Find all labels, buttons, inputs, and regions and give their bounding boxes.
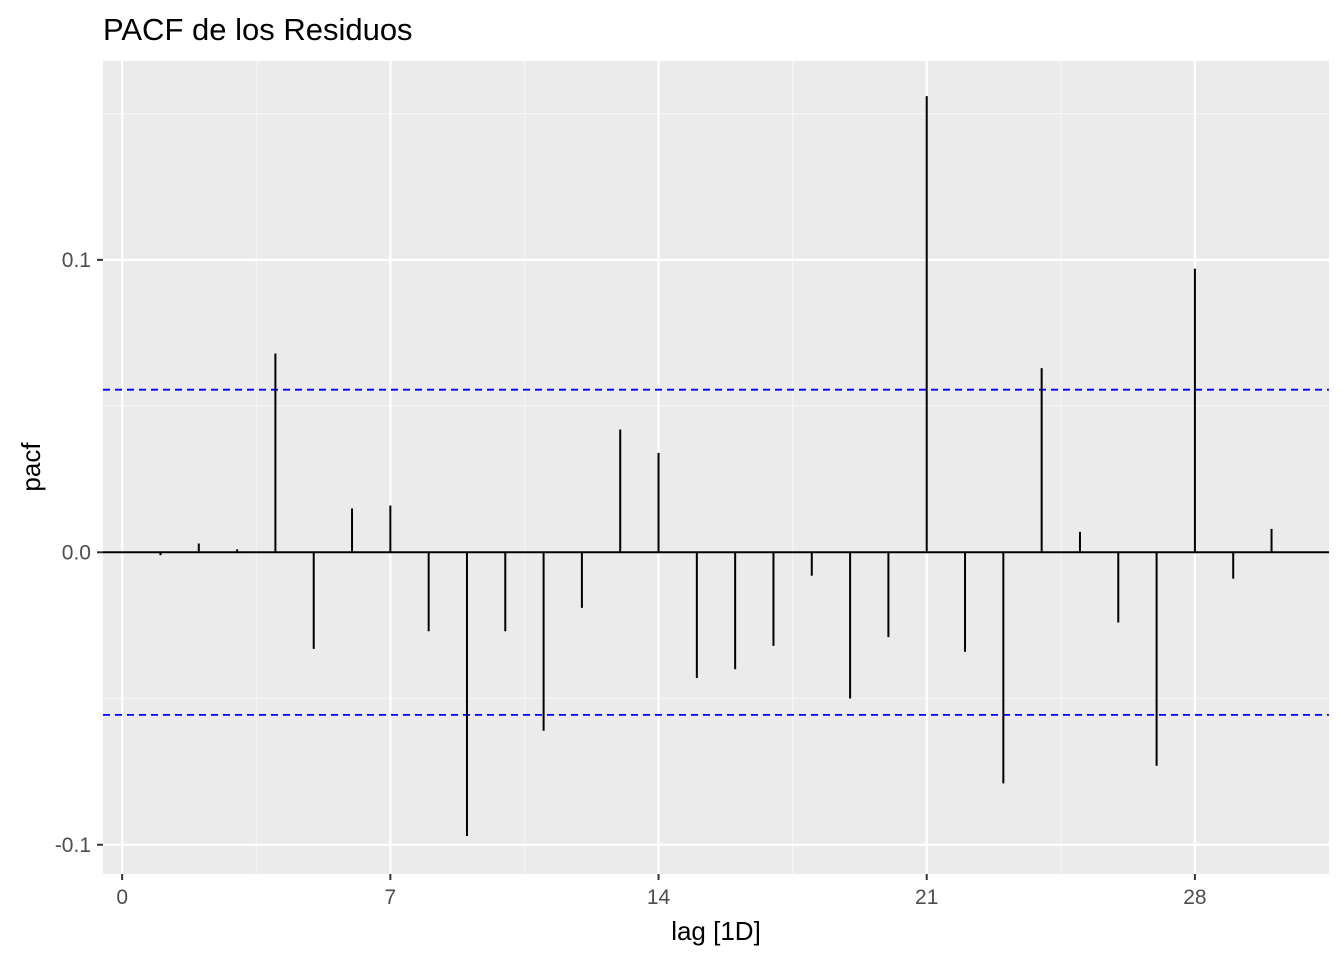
y-tick-label: 0.1 bbox=[62, 249, 91, 272]
y-axis-title: pacf bbox=[16, 442, 46, 492]
x-tick-label: 21 bbox=[915, 886, 938, 909]
plot-panel bbox=[103, 61, 1329, 874]
x-tick-label: 28 bbox=[1183, 886, 1206, 909]
x-tick-label: 14 bbox=[647, 886, 671, 909]
chart-title: PACF de los Residuos bbox=[103, 12, 413, 47]
x-tick-label: 0 bbox=[116, 886, 128, 909]
x-axis: 0 7 14 21 28 bbox=[116, 874, 1207, 909]
confidence-bounds bbox=[103, 388, 1329, 716]
minor-grid bbox=[103, 61, 1329, 874]
y-tick-label: -0.1 bbox=[55, 834, 91, 857]
y-axis: -0.1 0.0 0.1 bbox=[55, 249, 103, 857]
pacf-spikes bbox=[159, 96, 1273, 836]
x-axis-title: lag [1D] bbox=[671, 916, 761, 946]
y-tick-label: 0.0 bbox=[62, 541, 91, 564]
x-tick-label: 7 bbox=[385, 886, 397, 909]
